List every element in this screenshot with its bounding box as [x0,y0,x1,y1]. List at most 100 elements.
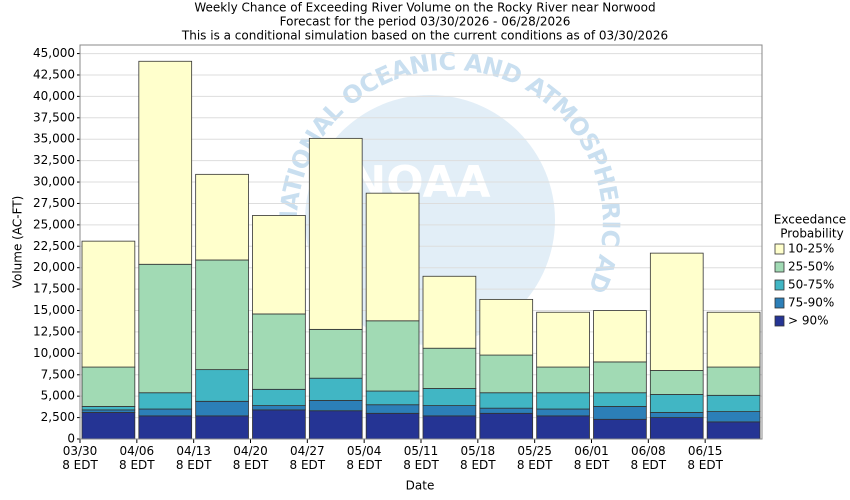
bar-segment [649,417,704,440]
x-tick-time: 8 EDT [176,458,212,472]
legend-label: 10-25% [788,242,834,256]
y-tick-label: 35,000 [33,132,75,146]
x-tick-date: 05/04 [347,444,382,458]
bar-segment [81,412,136,440]
bar-segment [308,400,363,412]
legend-label: 75-90% [788,296,834,310]
bar-segment [422,347,477,389]
y-tick-label: 25,000 [33,217,75,231]
x-tick-date: 05/11 [404,444,439,458]
bar-segment [252,313,306,390]
x-tick-time: 8 EDT [687,458,723,472]
bar-segment [479,354,534,394]
legend-swatch [774,243,785,255]
legend-swatch [774,315,785,327]
bar-segment [536,408,590,417]
bar-segment [81,240,136,368]
bar-segment [479,298,534,356]
y-tick-label: 20,000 [33,260,75,274]
bar-segment [593,392,647,407]
x-tick-date: 05/25 [517,444,552,458]
bar-segment [252,215,306,315]
bar-segment [195,259,249,371]
y-tick-label: 10,000 [33,346,75,360]
y-tick-label: 22,500 [33,239,75,253]
bar-segment [365,412,420,440]
legend-label: 25-50% [788,260,834,274]
bar-segment [593,406,647,420]
bar-segment [649,370,704,395]
x-tick-date: 06/01 [574,444,609,458]
y-tick-label: 27,500 [33,196,75,210]
x-tick-date: 04/13 [176,444,211,458]
x-tick-label: 05/18 8 EDT [460,444,496,472]
x-tick-label: 04/27 8 EDT [290,444,326,472]
x-tick-label: 05/04 8 EDT [346,444,382,472]
x-tick-date: 05/18 [461,444,496,458]
bar-segment [308,377,363,401]
x-tick-label: 04/06 8 EDT [119,444,155,472]
bar-segment [252,405,306,411]
y-tick-label: 12,500 [33,324,75,338]
bar-segment [365,320,420,392]
bar-segment [138,392,193,410]
legend-label: 50-75% [788,278,834,292]
bar-segment [308,137,363,330]
bar-segment [422,415,477,440]
x-tick-time: 8 EDT [233,458,269,472]
y-tick-label: 37,500 [33,110,75,124]
legend-title: Probability [780,227,843,241]
x-tick-label: 04/13 8 EDT [176,444,212,472]
bar-segment [422,388,477,406]
bar-segment [593,418,647,440]
x-tick-date: 06/15 [688,444,723,458]
bar-segment [593,361,647,394]
bar-segment [706,366,761,396]
bar-segment [536,415,590,440]
bar-segment [422,275,477,349]
bar-segment [593,310,647,363]
x-tick-label: 06/15 8 EDT [687,444,723,472]
bar-segment [536,392,590,410]
chart-subtitle: This is a conditional simulation based o… [181,29,668,43]
legend-title: Exceedance [774,213,846,227]
x-tick-label: 05/11 8 EDT [403,444,439,472]
x-tick-time: 8 EDT [290,458,326,472]
bar-segment [252,409,306,440]
x-tick-label: 03/30 8 EDT [62,444,98,472]
bar-segment [422,405,477,417]
x-tick-date: 04/27 [290,444,325,458]
y-tick-label: 45,000 [33,46,75,60]
x-tick-date: 04/20 [233,444,268,458]
bar-segment [195,173,249,261]
x-tick-label: 04/20 8 EDT [233,444,269,472]
bar-segment [138,415,193,440]
y-tick-label: 2,500 [41,410,75,424]
x-tick-time: 8 EDT [62,458,98,472]
bar-segment [81,406,136,411]
chart-title: Weekly Chance of Exceeding River Volume … [194,1,655,15]
bar-segment [195,369,249,402]
bar-segment [706,411,761,423]
bar-segment [649,412,704,418]
bar-segment [308,410,363,440]
bar-segment [706,421,761,440]
y-tick-label: 30,000 [33,175,75,189]
legend-swatch [774,297,785,309]
x-tick-label: 05/25 8 EDT [517,444,553,472]
bar-segment [536,311,590,368]
bar-segment [479,412,534,440]
x-tick-label: 06/01 8 EDT [574,444,610,472]
bar-segment [138,408,193,417]
x-tick-time: 8 EDT [631,458,667,472]
bar-segment [138,60,193,265]
bar-segment [365,404,420,414]
x-tick-time: 8 EDT [517,458,553,472]
y-axis-label: Volume (AC-FT) [11,196,25,289]
y-tick-label: 32,500 [33,153,75,167]
y-tick-label: 15,000 [33,303,75,317]
bar-segment [195,400,249,417]
bar-segment [308,328,363,379]
y-tick-label: 17,500 [33,282,75,296]
